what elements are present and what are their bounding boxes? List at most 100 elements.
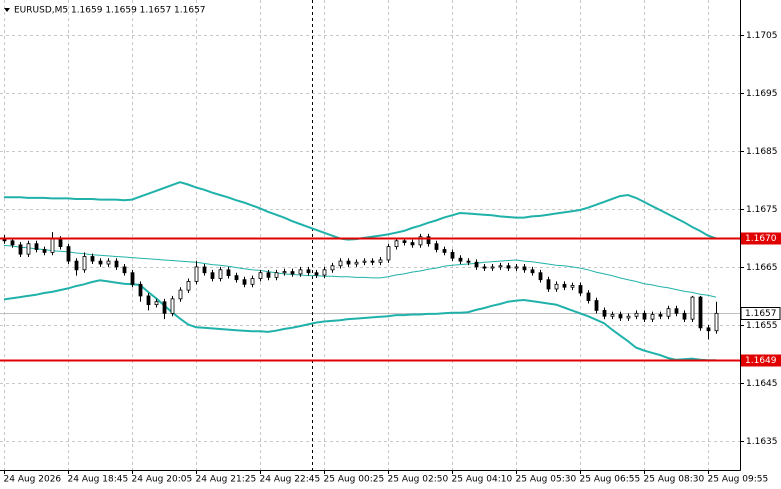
candle-body [266, 272, 271, 278]
candle-body [658, 314, 663, 317]
candle-body [642, 312, 647, 320]
x-tick-label: 25 Aug 02:50 [388, 475, 449, 485]
candle-body [442, 249, 447, 253]
grid [0, 0, 740, 470]
candle-body [498, 265, 503, 268]
candle-body [234, 275, 239, 281]
candle-body [434, 243, 439, 250]
candle-body [354, 261, 359, 265]
candle-body [402, 240, 407, 243]
y-tick-label: 1.1685 [746, 147, 778, 157]
candle-body [146, 295, 151, 306]
candle-body [458, 257, 463, 262]
price-label-box [740, 307, 781, 320]
candle-body [426, 236, 431, 245]
marks [0, 181, 740, 362]
candle-body [186, 281, 191, 291]
candle-body [322, 269, 327, 276]
x-tick-label: 25 Aug 08:30 [644, 475, 705, 485]
y-tick-label: 1.1675 [746, 205, 778, 215]
candle-body [626, 315, 631, 319]
candle-body [330, 265, 335, 271]
menu-arrow[interactable] [4, 8, 10, 12]
candle-body [202, 266, 207, 274]
candle-body [706, 327, 711, 332]
candle-body [10, 240, 15, 246]
candle-body [530, 269, 535, 274]
candle-body [338, 260, 343, 267]
candle-body [594, 300, 599, 311]
candle-body [546, 279, 551, 290]
level-label-box [741, 354, 781, 367]
y-tick-label: 1.1705 [746, 31, 778, 41]
candle-body [290, 271, 295, 275]
candle-body [562, 283, 567, 288]
candle-body [690, 296, 695, 320]
candle-body [538, 272, 543, 281]
candle-body [106, 260, 111, 265]
candle-body [634, 312, 639, 317]
level-label: 1.1649 [745, 356, 777, 366]
candle-body [346, 260, 351, 265]
candle-body [554, 283, 559, 290]
x-tick-label: 25 Aug 00:25 [324, 475, 385, 485]
candle-body [122, 266, 127, 274]
candle-body [674, 308, 679, 314]
candle-body [250, 278, 255, 285]
candle-body [570, 285, 575, 288]
y-tick-label: 1.1635 [746, 437, 778, 447]
candle-body [506, 265, 511, 269]
candle-body [474, 261, 479, 268]
candle-body [162, 301, 167, 314]
candle-body [418, 236, 423, 246]
candle-body [194, 266, 199, 282]
price-label: 1.1657 [745, 309, 777, 319]
candle-body [618, 314, 623, 319]
candle-body [210, 272, 215, 279]
candle-body [130, 272, 135, 285]
candle-body [450, 252, 455, 259]
x-tick-label: 25 Aug 04:10 [452, 475, 513, 485]
candle-body [490, 266, 495, 269]
x-tick-label: 24 Aug 20:05 [132, 475, 193, 485]
candle-body [394, 240, 399, 248]
y-tick-label: 1.1695 [746, 89, 778, 99]
candle-body [114, 260, 119, 268]
y-tick-label: 1.1655 [746, 321, 778, 331]
candle-body [66, 246, 71, 262]
candle-body [714, 312, 719, 332]
candle-body [378, 259, 383, 263]
candle-body [298, 269, 303, 275]
y-tick-label: 1.1645 [746, 379, 778, 389]
candle-body [282, 271, 287, 274]
candle-body [386, 246, 391, 261]
x-tick-label: 25 Aug 09:55 [708, 475, 769, 485]
y-tick-label: 1.1665 [746, 263, 778, 273]
candle-body [74, 260, 79, 271]
candle-body [138, 283, 143, 297]
candle-body [578, 285, 583, 294]
candle-body [306, 269, 311, 274]
candle-body [42, 249, 47, 253]
candle-body [666, 308, 671, 317]
candle-body [34, 243, 39, 250]
candle-body [650, 314, 655, 320]
band-line [3, 279, 716, 362]
candle-body [18, 244, 23, 255]
x-tick-label: 24 Aug 18:45 [68, 475, 129, 485]
candle-body [170, 298, 175, 314]
axis-labels: 1.1635 1.1645 1.1655 1.1665 1.1675 1.1685 1.16… [4, 31, 781, 485]
candle-body [362, 260, 367, 263]
band-line [3, 244, 717, 298]
level-label: 1.1670 [745, 234, 777, 244]
x-tick-label: 24 Aug 2026 [4, 475, 62, 485]
candle-body [50, 238, 55, 253]
candle-body [226, 269, 231, 277]
candle-body [98, 260, 103, 265]
candle-body [178, 289, 183, 300]
candle-body [586, 292, 591, 301]
x-tick-label: 24 Aug 21:25 [196, 475, 257, 485]
x-tick-label: 25 Aug 05:30 [516, 475, 577, 485]
